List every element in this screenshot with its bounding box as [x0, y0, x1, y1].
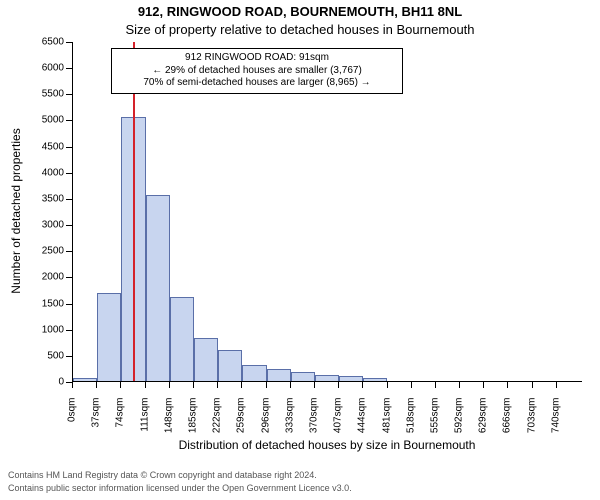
x-tick [266, 382, 267, 388]
histogram-bar [363, 378, 387, 381]
x-tick-label: 111sqm [139, 398, 150, 448]
x-tick-label: 740sqm [550, 398, 561, 448]
histogram-bar [170, 297, 194, 381]
x-tick-label: 333sqm [284, 398, 295, 448]
x-tick [532, 382, 533, 388]
x-tick [72, 382, 73, 388]
x-tick [459, 382, 460, 388]
y-tick [66, 330, 72, 331]
x-tick-label: 481sqm [381, 398, 392, 448]
x-tick [435, 382, 436, 388]
x-tick-label: 666sqm [502, 398, 513, 448]
x-tick-label: 37sqm [91, 398, 102, 448]
y-tick [66, 277, 72, 278]
annotation-line2: ← 29% of detached houses are smaller (3,… [118, 65, 396, 78]
histogram-bar [315, 375, 339, 381]
x-tick [96, 382, 97, 388]
y-axis-label: Number of detached properties [9, 111, 23, 311]
chart-container: 912, RINGWOOD ROAD, BOURNEMOUTH, BH11 8N… [0, 0, 600, 500]
y-tick-label: 2000 [30, 272, 64, 283]
x-tick-label: 259sqm [236, 398, 247, 448]
x-tick-label: 629sqm [478, 398, 489, 448]
x-tick [120, 382, 121, 388]
x-tick [314, 382, 315, 388]
x-tick-label: 703sqm [526, 398, 537, 448]
annotation-line3: 70% of semi-detached houses are larger (… [118, 77, 396, 90]
y-tick-label: 500 [30, 350, 64, 361]
x-tick-label: 296sqm [260, 398, 271, 448]
y-tick-label: 1000 [30, 324, 64, 335]
x-tick-label: 74sqm [115, 398, 126, 448]
chart-title-line2: Size of property relative to detached ho… [0, 22, 600, 37]
x-tick-label: 555sqm [429, 398, 440, 448]
y-tick [66, 225, 72, 226]
annotation-box: 912 RINGWOOD ROAD: 91sqm ← 29% of detach… [111, 48, 403, 94]
histogram-bar [97, 293, 121, 381]
y-tick [66, 42, 72, 43]
y-tick-label: 0 [30, 377, 64, 388]
x-tick [338, 382, 339, 388]
x-tick-label: 444sqm [357, 398, 368, 448]
y-tick [66, 173, 72, 174]
y-tick-label: 4500 [30, 141, 64, 152]
x-tick [290, 382, 291, 388]
x-tick [362, 382, 363, 388]
y-tick-label: 1500 [30, 298, 64, 309]
y-tick-label: 6500 [30, 37, 64, 48]
y-tick [66, 147, 72, 148]
histogram-bar [339, 376, 363, 381]
annotation-line1: 912 RINGWOOD ROAD: 91sqm [118, 52, 396, 65]
y-tick [66, 251, 72, 252]
x-tick [193, 382, 194, 388]
x-tick [217, 382, 218, 388]
histogram-bar [73, 378, 97, 381]
x-tick-label: 370sqm [308, 398, 319, 448]
footer-line1: Contains HM Land Registry data © Crown c… [8, 470, 317, 480]
x-tick [556, 382, 557, 388]
x-tick [145, 382, 146, 388]
histogram-bar [291, 372, 315, 381]
x-tick [241, 382, 242, 388]
x-tick-label: 518sqm [405, 398, 416, 448]
y-tick [66, 199, 72, 200]
histogram-bar [218, 350, 242, 381]
y-tick [66, 304, 72, 305]
footer-line2: Contains public sector information licen… [8, 483, 352, 493]
y-tick-label: 3000 [30, 220, 64, 231]
y-tick [66, 68, 72, 69]
chart-title-line1: 912, RINGWOOD ROAD, BOURNEMOUTH, BH11 8N… [0, 4, 600, 19]
y-tick-label: 4000 [30, 167, 64, 178]
histogram-bar [146, 195, 170, 381]
x-tick-label: 148sqm [163, 398, 174, 448]
histogram-bar [267, 369, 291, 381]
y-tick-label: 2500 [30, 246, 64, 257]
y-tick-label: 5000 [30, 115, 64, 126]
x-tick-label: 222sqm [212, 398, 223, 448]
y-tick [66, 120, 72, 121]
histogram-bar [242, 365, 266, 381]
x-tick [387, 382, 388, 388]
x-tick-label: 185sqm [187, 398, 198, 448]
y-tick [66, 94, 72, 95]
x-tick-label: 0sqm [67, 398, 78, 448]
histogram-bar [194, 338, 218, 381]
x-tick [411, 382, 412, 388]
y-tick-label: 3500 [30, 193, 64, 204]
x-tick-label: 407sqm [333, 398, 344, 448]
x-tick-label: 592sqm [454, 398, 465, 448]
y-tick-label: 5500 [30, 89, 64, 100]
x-tick [169, 382, 170, 388]
y-tick-label: 6000 [30, 63, 64, 74]
y-tick [66, 356, 72, 357]
x-tick [507, 382, 508, 388]
x-tick [483, 382, 484, 388]
